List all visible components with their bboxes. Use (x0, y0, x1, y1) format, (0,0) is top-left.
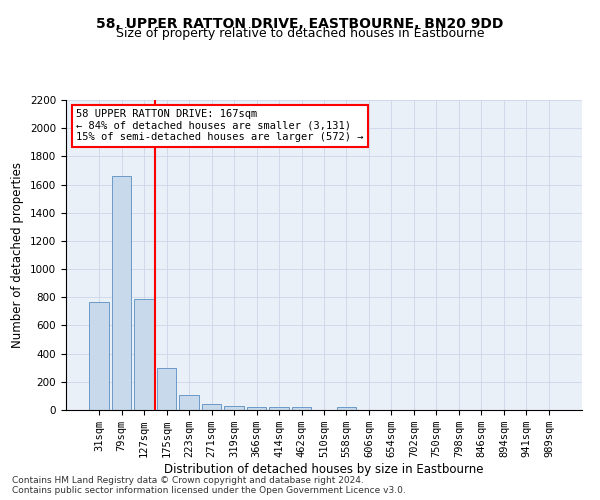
Text: Contains HM Land Registry data © Crown copyright and database right 2024.
Contai: Contains HM Land Registry data © Crown c… (12, 476, 406, 495)
Bar (157, 368, 176, 410)
Bar (269, 407, 289, 410)
Bar (134, 298, 154, 410)
Text: 58 UPPER RATTON DRIVE: 167sqm
← 84% of detached houses are smaller (3,131)
15% o: 58 UPPER RATTON DRIVE: 167sqm ← 84% of d… (76, 110, 364, 142)
Text: 58, UPPER RATTON DRIVE, EASTBOURNE, BN20 9DD: 58, UPPER RATTON DRIVE, EASTBOURNE, BN20… (97, 18, 503, 32)
Bar (337, 407, 356, 410)
Text: Size of property relative to detached houses in Eastbourne: Size of property relative to detached ho… (116, 28, 484, 40)
X-axis label: Distribution of detached houses by size in Eastbourne: Distribution of detached houses by size … (164, 463, 484, 476)
Bar (224, 406, 244, 410)
Bar (247, 407, 266, 410)
Bar (179, 394, 199, 410)
Bar (112, 176, 131, 410)
Y-axis label: Number of detached properties: Number of detached properties (11, 162, 25, 348)
Bar (202, 404, 221, 410)
Bar (292, 407, 311, 410)
Bar (89, 302, 109, 410)
